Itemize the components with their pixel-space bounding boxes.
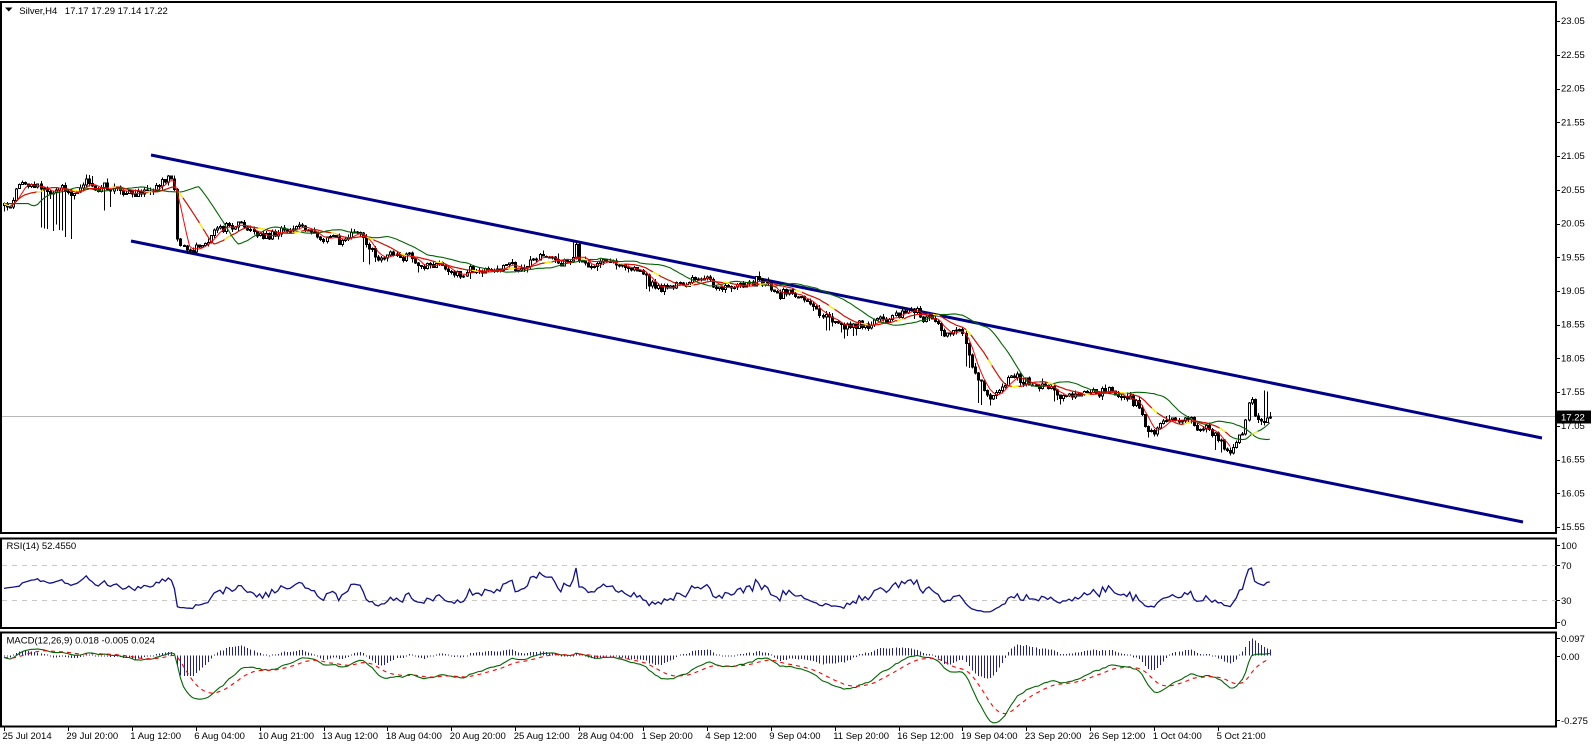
svg-text:0.00: 0.00 [1561,652,1580,663]
svg-text:15.55: 15.55 [1561,522,1585,533]
svg-text:0: 0 [1561,618,1566,629]
svg-text:19.55: 19.55 [1561,252,1585,263]
svg-text:16.05: 16.05 [1561,488,1585,499]
svg-text:11 Sep 20:00: 11 Sep 20:00 [833,731,889,742]
svg-text:19 Sep 04:00: 19 Sep 04:00 [961,731,1018,742]
svg-text:18.55: 18.55 [1561,320,1585,331]
svg-text:1 Oct 04:00: 1 Oct 04:00 [1153,731,1202,742]
svg-text:25 Jul 2014: 25 Jul 2014 [3,731,52,742]
svg-text:25 Aug 12:00: 25 Aug 12:00 [514,731,570,742]
svg-text:13 Aug 12:00: 13 Aug 12:00 [322,731,378,742]
svg-text:RSI(14) 52.4550: RSI(14) 52.4550 [7,541,77,552]
svg-text:16.55: 16.55 [1561,455,1585,466]
svg-text:MACD(12,26,9) 0.018 -0.005 0.0: MACD(12,26,9) 0.018 -0.005 0.024 [7,636,155,647]
svg-text:100: 100 [1561,541,1577,552]
svg-text:29 Jul 20:00: 29 Jul 20:00 [66,731,118,742]
svg-text:21.05: 21.05 [1561,151,1585,162]
svg-text:16 Sep 12:00: 16 Sep 12:00 [897,731,954,742]
svg-text:18 Aug 04:00: 18 Aug 04:00 [386,731,442,742]
svg-text:23.05: 23.05 [1561,16,1585,27]
svg-text:70: 70 [1561,561,1572,572]
svg-text:10 Aug 21:00: 10 Aug 21:00 [258,731,314,742]
svg-text:1 Sep 20:00: 1 Sep 20:00 [642,731,693,742]
svg-text:-0.275: -0.275 [1561,716,1588,727]
svg-text:20.05: 20.05 [1561,219,1585,230]
svg-text:21.55: 21.55 [1561,117,1585,128]
svg-text:17.55: 17.55 [1561,387,1585,398]
svg-text:18.05: 18.05 [1561,354,1585,365]
svg-text:22.55: 22.55 [1561,50,1585,61]
svg-text:17.22: 17.22 [1561,413,1585,424]
svg-text:23 Sep 20:00: 23 Sep 20:00 [1025,731,1082,742]
svg-text:0.097: 0.097 [1561,634,1585,645]
svg-text:Silver,H4: Silver,H4 [19,6,57,17]
svg-text:9 Sep 04:00: 9 Sep 04:00 [769,731,820,742]
svg-text:1 Aug 12:00: 1 Aug 12:00 [130,731,181,742]
svg-text:22.05: 22.05 [1561,84,1585,95]
svg-text:20 Aug 20:00: 20 Aug 20:00 [450,731,506,742]
svg-text:19.05: 19.05 [1561,286,1585,297]
svg-text:6 Aug 04:00: 6 Aug 04:00 [194,731,245,742]
svg-text:28 Aug 04:00: 28 Aug 04:00 [578,731,634,742]
svg-text:5 Oct 21:00: 5 Oct 21:00 [1217,731,1266,742]
svg-text:30: 30 [1561,596,1572,607]
svg-text:26 Sep 12:00: 26 Sep 12:00 [1089,731,1146,742]
svg-text:4 Sep 12:00: 4 Sep 12:00 [705,731,756,742]
svg-text:17.17 17.29 17.14 17.22: 17.17 17.29 17.14 17.22 [65,6,168,17]
svg-text:17.05: 17.05 [1561,421,1585,432]
svg-text:20.55: 20.55 [1561,185,1585,196]
